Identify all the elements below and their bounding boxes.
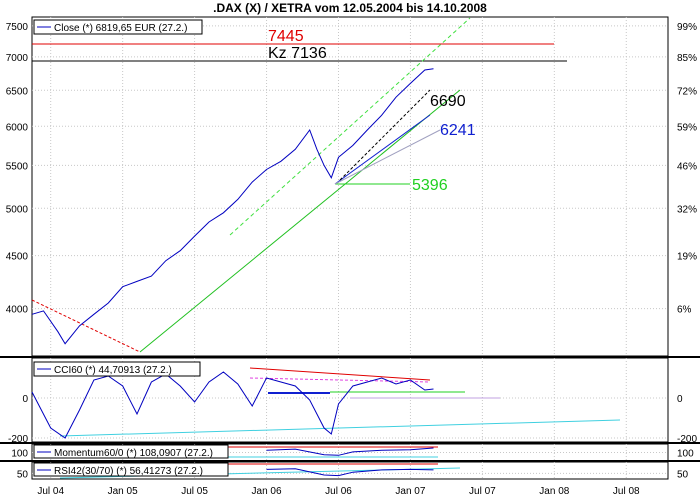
- series-line-price: [31, 68, 434, 345]
- legend-label-cci: CCI60 (*) 44,70913 (27.2.): [54, 365, 172, 376]
- legend-cci: CCI60 (*) 44,70913 (27.2.): [33, 361, 201, 377]
- y-tick-label-right: 6%: [677, 305, 692, 316]
- legend-box-price: [33, 19, 203, 35]
- y-tick-label: 100: [11, 449, 28, 460]
- annotations: 7445 Kz 7136 6690 6241 5396: [268, 28, 476, 194]
- y-tick-label: 4000: [6, 305, 29, 316]
- series-line-momentum: [266, 447, 434, 456]
- y-tick-label: 0: [22, 394, 28, 405]
- y-tick-label: 5000: [6, 204, 29, 215]
- upper-channel-line: [229, 17, 471, 236]
- y-tick-label-right: 0: [677, 394, 683, 405]
- y-tick-label: 5500: [6, 161, 29, 172]
- cci-magenta-line: [249, 377, 431, 383]
- y-tick-label: -200: [8, 434, 28, 445]
- legend-box-rsi: [33, 462, 229, 477]
- legend-rsi: RSI42(30/70) (*) 56,41273 (27.2.): [33, 462, 229, 477]
- y-tick-label-right: 85%: [677, 53, 697, 64]
- annotation-7445: 7445: [268, 28, 304, 45]
- x-tick-label: Jul 04: [37, 486, 64, 497]
- x-tick-label: Jan 06: [252, 486, 282, 497]
- legend-box-momentum: [33, 444, 229, 459]
- chart-title: .DAX (X) / XETRA vom 12.05.2004 bis 14.1…: [213, 1, 487, 15]
- x-tick-label: Jan 08: [539, 486, 569, 497]
- y-tick-label-right: 72%: [677, 86, 697, 97]
- x-tick-label: Jul 05: [181, 486, 208, 497]
- y-tick-label: 6000: [6, 122, 29, 133]
- x-tick-label: Jul 07: [469, 486, 496, 497]
- legend-label-rsi: RSI42(30/70) (*) 56,41273 (27.2.): [54, 466, 203, 477]
- y-tick-label: 50: [17, 469, 29, 480]
- series-line-rsi: [266, 468, 434, 477]
- legend-label-price: Close (*) 6819,65 EUR (27.2.): [54, 23, 187, 34]
- cci-cyan-support-line: [59, 419, 621, 437]
- grey-trend-line: [334, 129, 441, 185]
- blue-trend-line: [334, 114, 431, 185]
- legend-momentum: Momentum60/0 (*) 108,0907 (27.2.): [33, 444, 229, 459]
- x-tick-label: Jul 08: [613, 486, 640, 497]
- y-tick-label: 7500: [6, 22, 29, 33]
- price-panel: [31, 16, 669, 357]
- y-tick-label-right: -200: [677, 434, 697, 445]
- x-tick-label: Jan 07: [395, 486, 425, 497]
- y-tick-label: 7000: [6, 53, 29, 64]
- y-tick-label-right: 50: [677, 469, 689, 480]
- lower-channel-line: [139, 89, 461, 353]
- legend-box-cci: [33, 361, 201, 377]
- annotation-5396: 5396: [412, 177, 448, 194]
- x-tick-label: Jan 05: [108, 486, 138, 497]
- annotation-6690: 6690: [430, 93, 466, 110]
- legend-label-momentum: Momentum60/0 (*) 108,0907 (27.2.): [54, 448, 213, 459]
- trend-lines: [31, 17, 567, 353]
- tick-layer: Jul 04 Jan 05 Jul 05 Jan 06 Jul 06 Jan 07 Jul …: [6, 22, 698, 497]
- annotation-6241: 6241: [440, 122, 476, 139]
- y-tick-label-right: 46%: [677, 161, 697, 172]
- x-tick-label: Jul 06: [325, 486, 352, 497]
- annotation-kz-7136: Kz 7136: [268, 45, 327, 62]
- y-tick-label: 6500: [6, 86, 29, 97]
- cci-red-resistance-line: [249, 367, 431, 381]
- y-tick-label-right: 59%: [677, 122, 697, 133]
- y-tick-label-right: 100: [677, 449, 694, 460]
- y-tick-label-right: 19%: [677, 252, 697, 263]
- black-dashed-trend-line: [339, 89, 431, 181]
- y-tick-label-right: 99%: [677, 22, 697, 33]
- y-tick-label: 4500: [6, 252, 29, 263]
- y-tick-label-right: 32%: [677, 204, 697, 215]
- legend-price: Close (*) 6819,65 EUR (27.2.): [33, 19, 203, 35]
- cci-trend-lines: [59, 367, 621, 437]
